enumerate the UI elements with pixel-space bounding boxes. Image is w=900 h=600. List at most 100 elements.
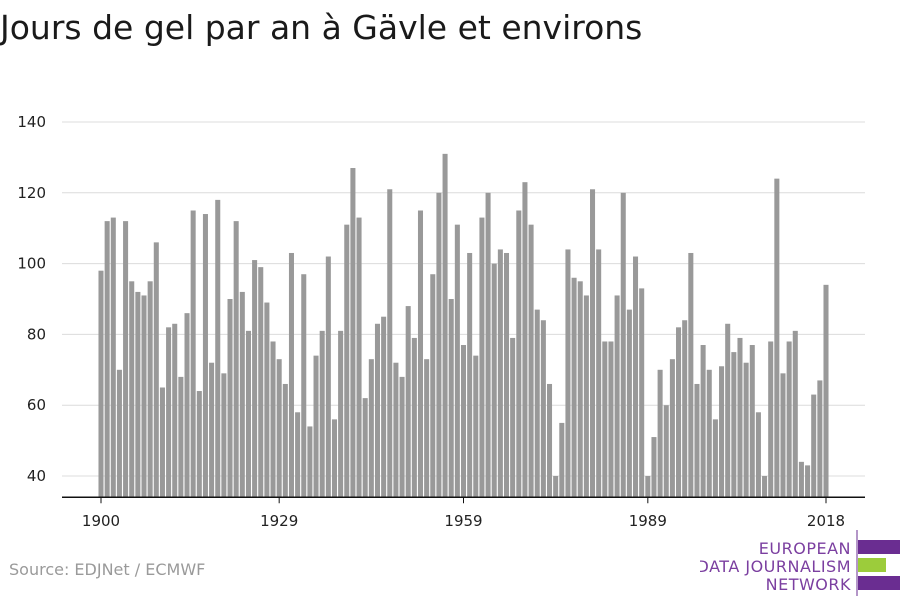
bar-1964: [491, 263, 497, 498]
x-axis-ticks: 1900 1929 1959 1989 2018: [82, 497, 845, 530]
bar-1990: [651, 437, 657, 498]
source-note: Source: EDJNet / ECMWF: [9, 560, 206, 579]
bar-2013: [792, 330, 798, 498]
chart-title: Jours de gel par an à Gävle et environs: [0, 8, 643, 47]
x-tick-label: 1959: [444, 512, 482, 530]
bar-1987: [633, 256, 639, 498]
bar-1971: [534, 309, 540, 498]
y-tick-label: 100: [17, 255, 46, 273]
bar-1991: [657, 369, 663, 498]
bar-1946: [381, 316, 387, 498]
bar-1915: [190, 210, 196, 498]
bar-1939: [338, 330, 344, 498]
bar-1988: [639, 288, 645, 498]
bar-1902: [110, 217, 116, 498]
bar-1930: [282, 383, 288, 498]
bar-1925: [252, 260, 258, 498]
bar-2004: [737, 337, 743, 498]
bar-1903: [116, 369, 122, 498]
bar-1977: [571, 277, 577, 498]
bar-1900: [98, 270, 104, 498]
bar-1981: [596, 249, 602, 498]
bar-1908: [147, 281, 153, 498]
bar-1937: [325, 256, 331, 498]
bar-1960: [467, 252, 473, 498]
bar-1911: [166, 327, 172, 498]
bar-1969: [522, 182, 528, 498]
bar-1926: [258, 267, 264, 498]
bar-1920: [221, 373, 227, 498]
bar-1923: [239, 291, 245, 498]
logo-line-2: DATA JOURNALISM: [700, 557, 851, 576]
bar-1996: [688, 252, 694, 498]
bar-2014: [798, 461, 804, 498]
bar-1979: [583, 295, 589, 498]
x-tick-label: 1929: [260, 512, 298, 530]
bar-1933: [301, 274, 307, 498]
bar-1910: [159, 387, 165, 498]
bar-1975: [559, 422, 565, 498]
bar-1954: [430, 274, 436, 498]
bar-2017: [817, 380, 823, 498]
bar-1957: [448, 299, 454, 498]
bar-2001: [719, 366, 725, 498]
bar-1912: [172, 323, 178, 498]
bar-1947: [387, 189, 393, 498]
logo-bar-middle: [858, 558, 886, 572]
bar-1963: [485, 192, 491, 498]
bar-1938: [331, 419, 337, 498]
bars: [98, 153, 829, 498]
bar-1936: [319, 330, 325, 498]
bar-1967: [510, 337, 516, 498]
bar-1951: [411, 337, 417, 498]
bar-1980: [590, 189, 596, 498]
bar-1952: [417, 210, 424, 498]
y-tick-label: 80: [27, 325, 46, 343]
bar-1997: [694, 383, 700, 498]
bar-1982: [602, 341, 608, 498]
bar-1919: [215, 199, 221, 498]
bar-1966: [503, 252, 510, 498]
bar-1921: [227, 299, 233, 498]
bar-1909: [153, 242, 159, 498]
x-tick-label: 1989: [629, 512, 667, 530]
bar-1941: [350, 168, 356, 498]
bar-1973: [547, 383, 553, 498]
bar-1965: [497, 249, 503, 498]
bar-1917: [202, 214, 208, 498]
bar-1998: [700, 345, 706, 498]
bar-2011: [780, 373, 786, 498]
bar-1985: [620, 192, 626, 498]
bar-1983: [608, 341, 614, 498]
bar-1970: [528, 224, 534, 498]
bar-1994: [676, 327, 682, 498]
bar-1931: [288, 252, 294, 498]
bar-1956: [442, 153, 448, 498]
bar-1986: [626, 309, 632, 498]
bar-1962: [479, 217, 485, 498]
bar-1972: [540, 320, 546, 498]
bar-1932: [295, 412, 301, 498]
bar-1906: [135, 291, 141, 498]
bar-1992: [663, 405, 669, 498]
logo-line-1: EUROPEAN: [759, 539, 851, 558]
bar-1948: [393, 362, 399, 498]
logo-bar-top: [858, 540, 900, 554]
bar-1942: [356, 217, 362, 498]
bar-1959: [460, 345, 467, 498]
bar-1978: [577, 281, 583, 498]
bar-1989: [645, 476, 651, 498]
bar-2006: [749, 345, 755, 498]
bar-1976: [565, 249, 571, 498]
bar-2016: [811, 394, 817, 498]
bar-2018: [823, 284, 829, 498]
bar-1922: [233, 221, 239, 498]
bar-2009: [768, 341, 774, 498]
bar-1935: [313, 355, 319, 498]
y-tick-label: 40: [27, 467, 46, 485]
bar-1901: [104, 221, 110, 498]
bar-2010: [774, 178, 780, 498]
bar-1934: [307, 426, 313, 498]
logo-line-3: NETWORK: [766, 575, 851, 594]
bar-1999: [706, 369, 712, 498]
